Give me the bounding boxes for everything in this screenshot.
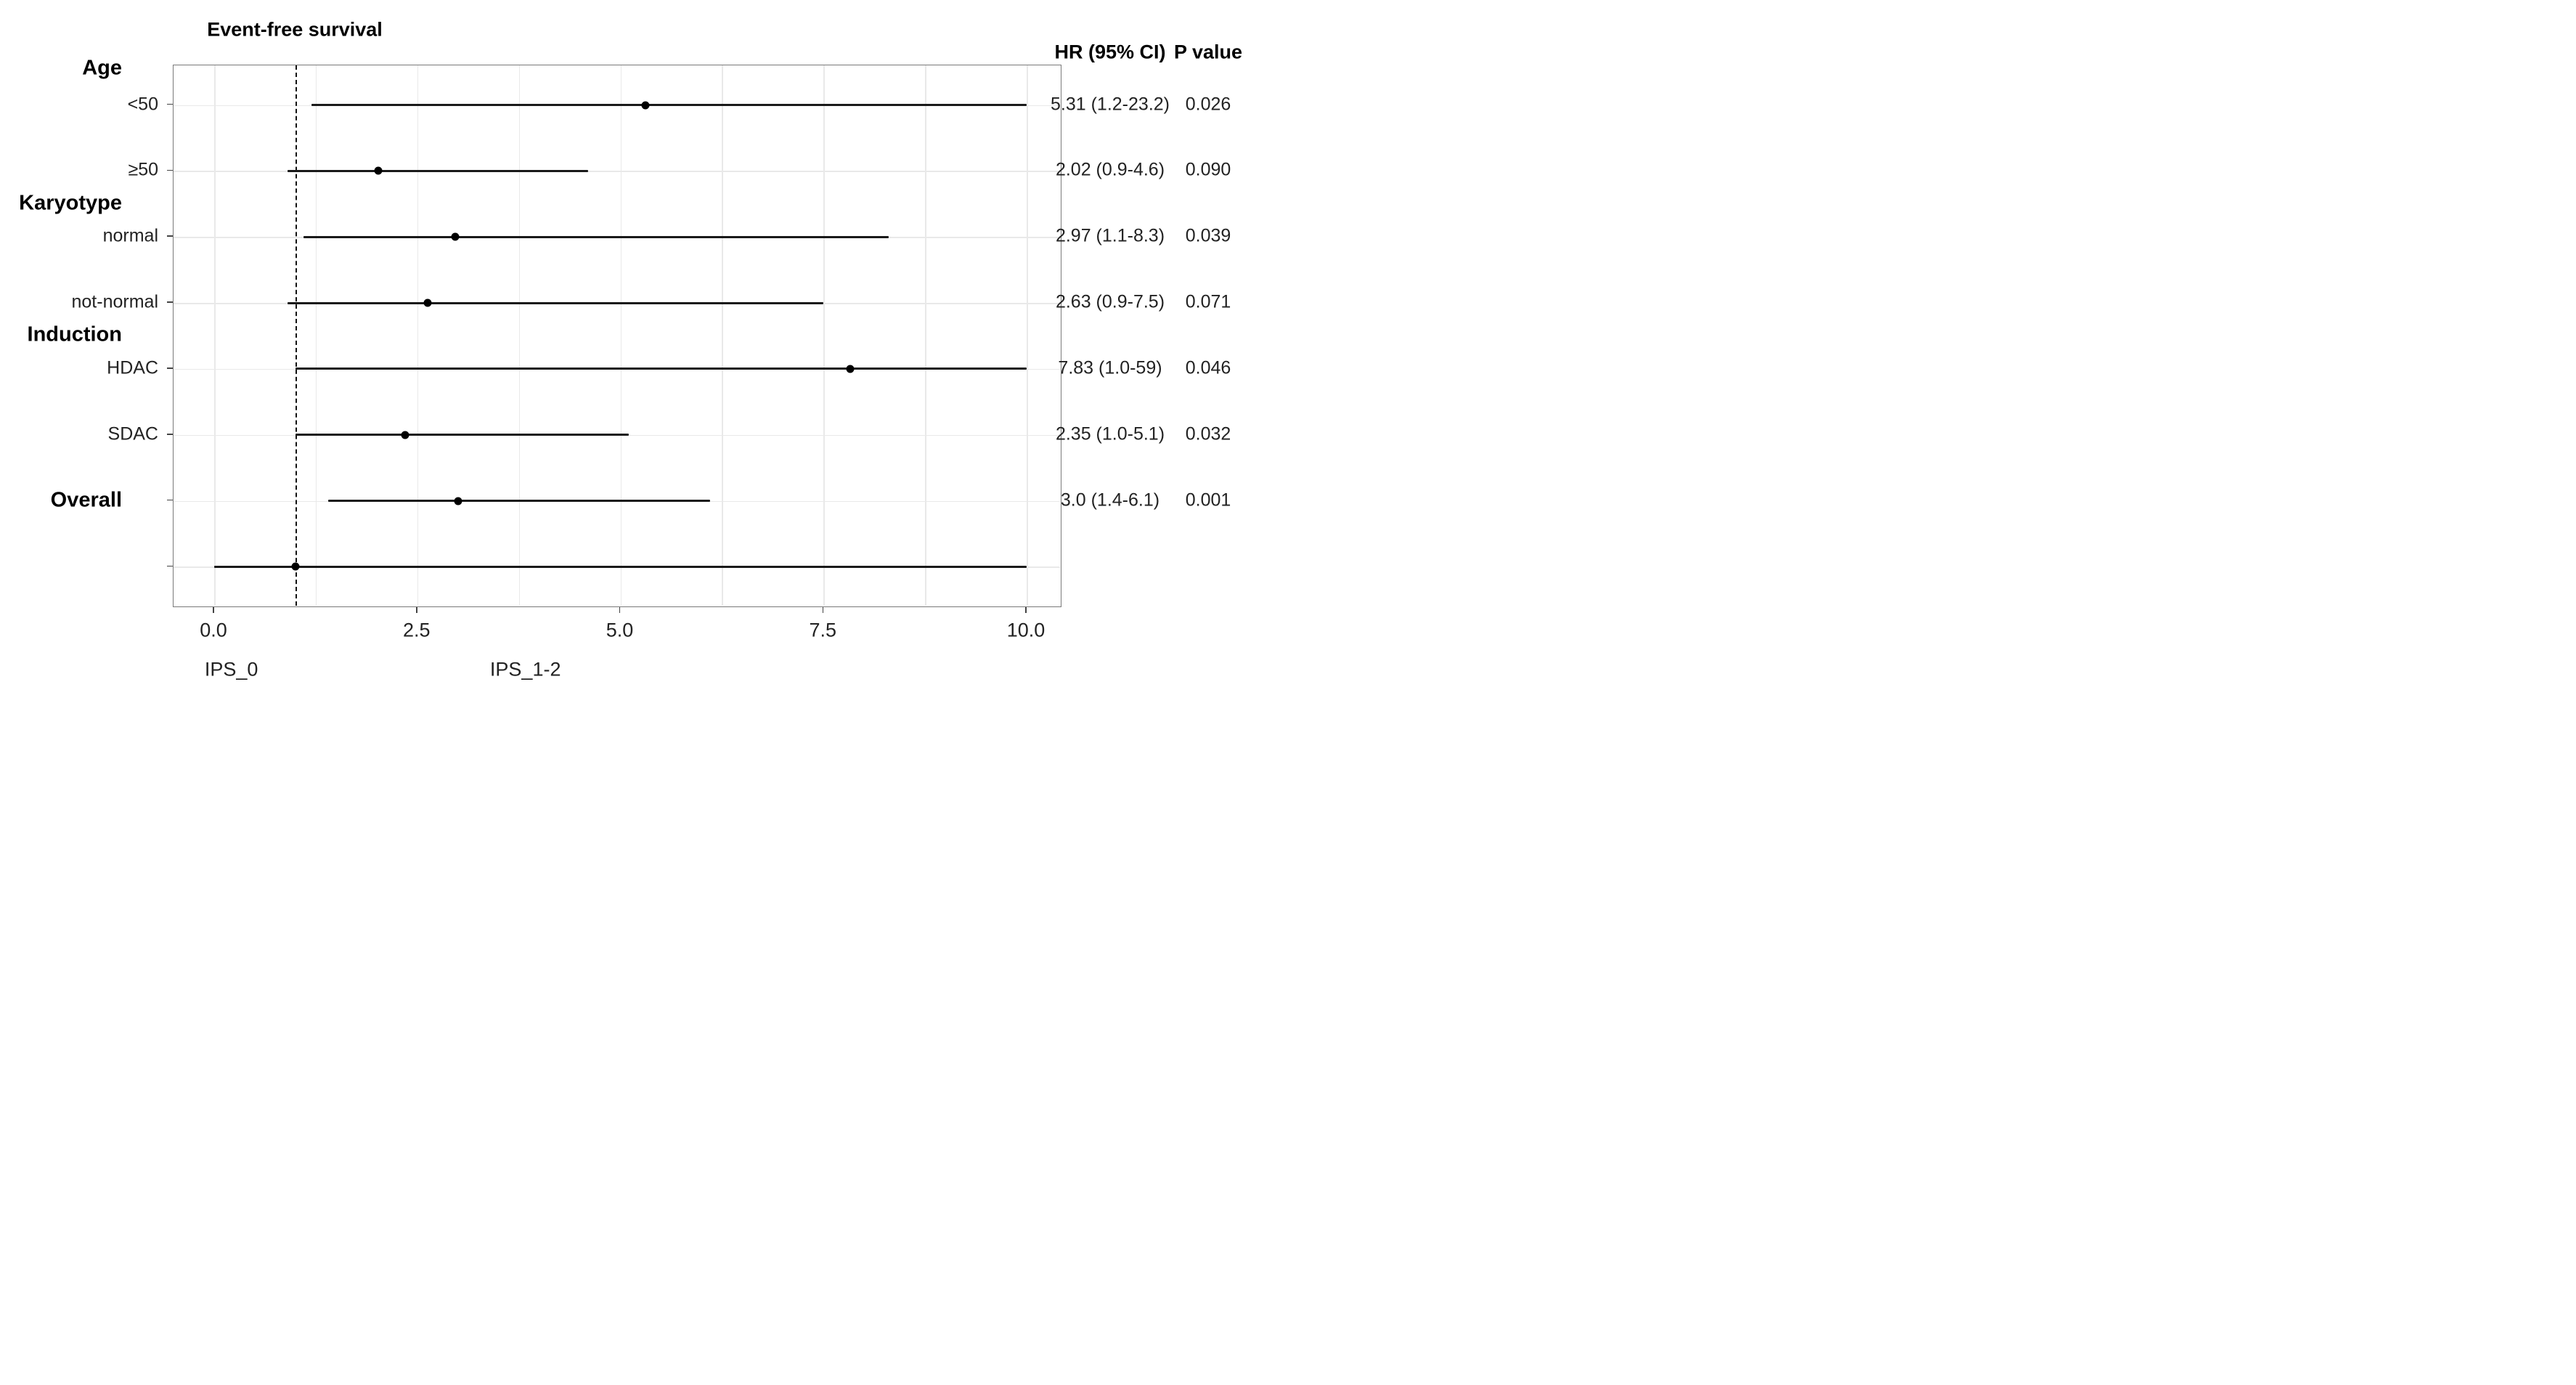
group-header-age: Age	[82, 56, 122, 80]
p-value: 0.001	[1185, 490, 1231, 511]
point-estimate-marker	[374, 166, 383, 175]
x-axis-tick	[822, 607, 823, 613]
vertical-gridline	[620, 65, 621, 606]
row-label: normal	[102, 225, 158, 246]
vertical-gridline	[214, 65, 216, 606]
y-axis-tick	[166, 565, 173, 567]
row-label: HDAC	[107, 357, 158, 378]
point-estimate-marker	[451, 232, 460, 241]
vertical-gridline	[1027, 65, 1028, 606]
vertical-gridline	[417, 65, 419, 606]
confidence-interval-line	[287, 169, 588, 172]
p-value: 0.032	[1185, 423, 1231, 444]
confidence-interval-line	[327, 500, 710, 503]
hr-value: 2.97 (1.1-8.3)	[1055, 225, 1165, 246]
vertical-gridline	[925, 65, 926, 606]
hr-value: 5.31 (1.2-23.2)	[1051, 94, 1170, 114]
x-tick-label: 0.0	[200, 619, 227, 641]
x-tick-label: 2.5	[402, 619, 431, 641]
hr-value: 2.35 (1.0-5.1)	[1055, 423, 1165, 444]
x-axis-tick	[213, 607, 214, 613]
p-value: 0.046	[1185, 357, 1231, 378]
confidence-interval-line	[295, 367, 1027, 370]
row-label: SDAC	[107, 423, 158, 444]
vertical-gridline	[722, 65, 723, 606]
y-axis-tick	[166, 434, 173, 435]
x-axis-tick	[1025, 607, 1027, 613]
y-axis-tick	[166, 235, 173, 237]
x-tick-label: 5.0	[606, 619, 634, 641]
y-axis-tick	[166, 499, 173, 501]
hr-value: 3.0 (1.4-6.1)	[1060, 490, 1160, 511]
y-axis-tick	[166, 169, 173, 171]
y-axis-tick	[166, 103, 173, 105]
vertical-gridline	[518, 65, 521, 606]
point-estimate-marker	[401, 431, 409, 439]
axis-annotation-ips12: IPS_1-2	[489, 658, 561, 681]
point-estimate-marker	[846, 365, 855, 373]
p-value: 0.071	[1185, 291, 1231, 312]
x-axis-tick	[416, 607, 417, 613]
group-header-induction: Induction	[27, 322, 122, 346]
x-axis-tick	[619, 607, 621, 613]
hr-column-header: HR (95% CI)	[1054, 41, 1166, 63]
vertical-gridline	[315, 65, 317, 606]
confidence-interval-line	[295, 434, 629, 436]
axis-annotation-ips0: IPS_0	[204, 658, 258, 681]
chart-title: Event-free survival	[207, 18, 383, 41]
row-label: not-normal	[71, 291, 159, 312]
row-label: ≥50	[128, 159, 158, 180]
confidence-interval-line	[311, 104, 1027, 106]
horizontal-gridline	[173, 171, 1060, 172]
hr-value: 2.63 (0.9-7.5)	[1055, 291, 1165, 312]
hr-value: 2.02 (0.9-4.6)	[1055, 159, 1165, 180]
reference-line	[295, 65, 297, 606]
row-label: <50	[127, 94, 158, 114]
point-estimate-marker	[423, 298, 432, 307]
y-axis-tick	[166, 301, 173, 303]
group-header-karyotype: Karyotype	[19, 191, 122, 215]
p-value: 0.090	[1185, 159, 1231, 180]
plot-panel	[172, 64, 1061, 607]
p-column-header: P value	[1173, 41, 1243, 63]
forest-plot: Event-free survival Age Karyotype Induct…	[0, 0, 1288, 693]
hr-value: 7.83 (1.0-59)	[1058, 357, 1162, 378]
row-label-overall: Overall	[50, 488, 122, 512]
x-tick-label: 10.0	[1006, 619, 1046, 641]
y-axis-tick	[166, 367, 173, 369]
p-value: 0.026	[1185, 94, 1231, 114]
point-estimate-marker	[291, 562, 300, 571]
confidence-interval-line	[214, 565, 1027, 568]
confidence-interval-line	[287, 301, 824, 304]
confidence-interval-line	[303, 235, 889, 238]
p-value: 0.039	[1185, 225, 1231, 246]
point-estimate-marker	[641, 101, 650, 109]
vertical-gridline	[823, 65, 825, 606]
point-estimate-marker	[454, 497, 462, 505]
x-tick-label: 7.5	[809, 619, 837, 641]
